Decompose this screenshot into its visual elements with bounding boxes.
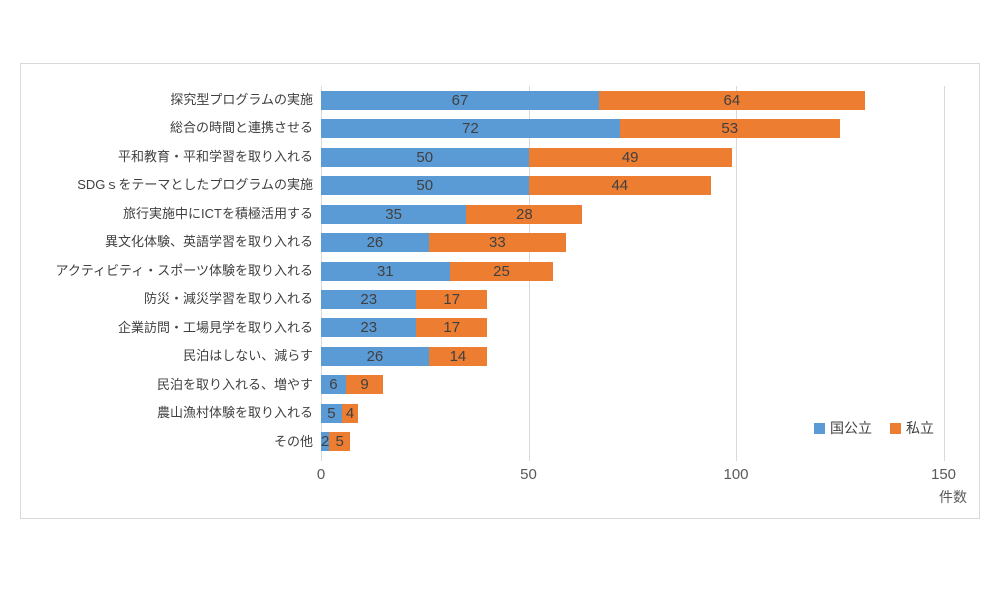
bar-value-label: 44 xyxy=(611,177,629,195)
bar-value-label: 17 xyxy=(443,319,461,337)
bar-value-label: 5 xyxy=(335,433,344,451)
bar-value-label: 23 xyxy=(360,290,378,308)
bar-segment: 23 xyxy=(321,318,417,338)
bar-segment: 25 xyxy=(449,261,554,281)
legend-item: 国公立 xyxy=(814,418,872,438)
gridline xyxy=(736,86,737,461)
bar-segment: 44 xyxy=(528,176,712,196)
bar-value-label: 64 xyxy=(723,91,741,109)
bar-value-label: 50 xyxy=(416,148,434,166)
bar-segment: 50 xyxy=(321,176,529,196)
chart-frame: 件数 国公立 私立 0 50 100 150 探究型プログラムの実施 67 64 総合の時間と連… xyxy=(20,63,980,519)
category-label: 農山漁村体験を取り入れる xyxy=(156,405,313,421)
bar-segment: 5 xyxy=(321,403,342,423)
bar-value-label: 50 xyxy=(416,177,434,195)
category-label: その他 xyxy=(273,433,313,449)
bar-segment: 53 xyxy=(619,119,840,139)
bar-segment: 67 xyxy=(321,90,600,110)
bar-segment: 50 xyxy=(321,147,529,167)
x-axis-title: 件数 xyxy=(939,489,967,505)
bar-value-label: 17 xyxy=(443,290,461,308)
bar-value-label: 14 xyxy=(449,347,467,365)
bar-segment: 26 xyxy=(321,233,429,253)
legend-label: 国公立 xyxy=(830,420,872,436)
legend-marker-icon xyxy=(814,422,825,434)
legend-label: 私立 xyxy=(906,420,934,436)
bar-value-label: 5 xyxy=(327,404,336,422)
bar-value-label: 4 xyxy=(345,404,355,422)
bar-value-label: 49 xyxy=(621,148,639,166)
category-label: 旅行実施中にICTを積極活用する xyxy=(123,205,313,221)
bar-value-label: 31 xyxy=(376,262,394,280)
bar-value-label: 53 xyxy=(721,120,739,138)
bar-value-label: 35 xyxy=(385,205,402,223)
bar-segment: 72 xyxy=(321,119,620,139)
category-label: 民泊はしない、減らす xyxy=(183,348,313,364)
bar-segment: 33 xyxy=(428,233,566,253)
bar-segment: 14 xyxy=(428,346,487,366)
bar-segment: 31 xyxy=(321,261,450,281)
category-label: 平和教育・平和学習を取り入れる xyxy=(117,148,313,164)
legend-marker-icon xyxy=(890,422,901,434)
bar-value-label: 25 xyxy=(493,262,510,280)
bar-segment: 4 xyxy=(341,403,359,423)
bar-value-label: 9 xyxy=(360,376,369,394)
bar-segment: 17 xyxy=(416,318,487,338)
bar-segment: 26 xyxy=(321,346,429,366)
bar-segment: 9 xyxy=(345,375,384,395)
category-label: 防災・減災学習を取り入れる xyxy=(143,291,313,307)
legend: 国公立 私立 xyxy=(814,418,934,438)
category-label: SDGｓをテーマとしたプログラムの実施 xyxy=(77,177,313,193)
bar-segment: 2 xyxy=(320,432,330,452)
category-label: アクティビティ・スポーツ体験を取り入れる xyxy=(55,262,313,278)
bar-segment: 23 xyxy=(321,289,417,309)
bar-value-label: 26 xyxy=(366,347,384,365)
bar-segment: 17 xyxy=(416,289,487,309)
bar-value-label: 6 xyxy=(329,376,338,394)
x-tick-label: 0 xyxy=(316,466,326,483)
bar-value-label: 72 xyxy=(462,120,479,138)
gridline xyxy=(943,86,945,461)
x-tick-label: 50 xyxy=(520,466,537,483)
legend-item: 私立 xyxy=(890,418,934,438)
bar-segment: 28 xyxy=(466,204,583,224)
category-label: 探究型プログラムの実施 xyxy=(170,92,313,107)
bar-segment: 35 xyxy=(321,204,467,224)
bar-value-label: 23 xyxy=(360,319,378,337)
bar-value-label: 2 xyxy=(320,433,330,451)
category-label: 民泊を取り入れる、増やす xyxy=(156,376,313,392)
bar-segment: 49 xyxy=(528,147,732,167)
x-tick-label: 150 xyxy=(930,466,957,483)
bar-value-label: 26 xyxy=(366,234,384,252)
bar-segment: 6 xyxy=(321,375,346,395)
bar-segment: 64 xyxy=(599,90,865,110)
bar-value-label: 28 xyxy=(516,205,533,223)
bar-value-label: 33 xyxy=(489,234,506,252)
bar-value-label: 67 xyxy=(451,91,469,109)
x-tick-label: 100 xyxy=(723,466,749,483)
category-label: 総合の時間と連携させる xyxy=(169,120,313,136)
bar-segment: 5 xyxy=(329,432,351,452)
category-label: 企業訪問・工場見学を取り入れる xyxy=(117,319,313,335)
category-label: 異文化体験、英語学習を取り入れる xyxy=(104,234,313,250)
